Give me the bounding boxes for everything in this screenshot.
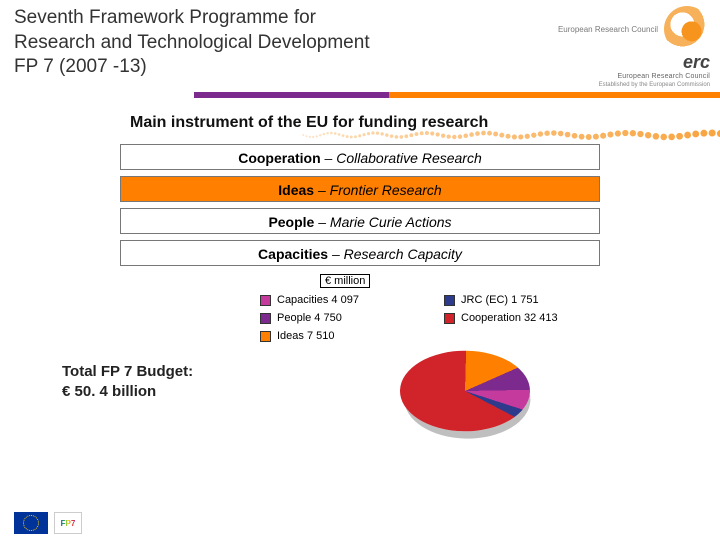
page-title-line3: FP 7 (2007 -13) bbox=[14, 55, 540, 80]
legend-label: JRC (EC) 1 751 bbox=[461, 294, 539, 306]
programme-box: People – Marie Curie Actions bbox=[120, 208, 600, 234]
programme-name: Cooperation bbox=[238, 150, 320, 166]
legend-item: Cooperation 32 413 bbox=[444, 312, 614, 324]
budget-line1: Total FP 7 Budget: bbox=[62, 362, 232, 382]
eu-flag-icon bbox=[14, 512, 48, 534]
divider-bar bbox=[0, 92, 720, 98]
programme-list: Cooperation – Collaborative Research Idea… bbox=[60, 144, 660, 266]
legend-swatch-icon bbox=[260, 331, 271, 342]
programme-desc: – Research Capacity bbox=[328, 246, 462, 262]
programme-box: Ideas – Frontier Research bbox=[120, 176, 600, 202]
programme-desc: – Marie Curie Actions bbox=[314, 214, 451, 230]
legend-item: JRC (EC) 1 751 bbox=[444, 294, 614, 306]
footer-logos: FP7 bbox=[14, 512, 82, 534]
fp7-logo-text: FP7 bbox=[61, 519, 76, 528]
budget-summary: Total FP 7 Budget: € 50. 4 billion bbox=[62, 362, 232, 403]
legend-label: Ideas 7 510 bbox=[277, 330, 335, 342]
legend-swatch-icon bbox=[260, 295, 271, 306]
legend-swatch-icon bbox=[444, 295, 455, 306]
erc-swirl-icon bbox=[664, 6, 710, 52]
legend-item: Capacities 4 097 bbox=[260, 294, 430, 306]
legend-swatch-icon bbox=[444, 313, 455, 324]
pie-chart bbox=[360, 332, 560, 462]
erc-logo-block: European Research Council erc European R… bbox=[540, 6, 710, 88]
chart-unit-label: € million bbox=[320, 274, 370, 288]
programme-box: Capacities – Research Capacity bbox=[120, 240, 600, 266]
legend-item: People 4 750 bbox=[260, 312, 430, 324]
page-title-block: Seventh Framework Programme for Research… bbox=[14, 6, 540, 80]
instrument-headline: Main instrument of the EU for funding re… bbox=[130, 114, 660, 132]
fp7-logo-icon: FP7 bbox=[54, 512, 82, 534]
erc-subtitle: European Research Council bbox=[617, 73, 710, 80]
legend-label: People 4 750 bbox=[277, 312, 342, 324]
erc-tagline: Established by the European Commission bbox=[540, 82, 710, 88]
erc-label: European Research Council bbox=[558, 25, 658, 34]
legend-swatch-icon bbox=[260, 313, 271, 324]
programme-desc: – Frontier Research bbox=[314, 182, 442, 198]
legend-label: Capacities 4 097 bbox=[277, 294, 359, 306]
erc-acronym: erc bbox=[683, 52, 710, 73]
programme-name: Capacities bbox=[258, 246, 328, 262]
page-title-line1: Seventh Framework Programme for bbox=[14, 6, 540, 31]
page-title-line2: Research and Technological Development bbox=[14, 31, 540, 56]
legend-label: Cooperation 32 413 bbox=[461, 312, 558, 324]
programme-name: Ideas bbox=[278, 182, 314, 198]
programme-box: Cooperation – Collaborative Research bbox=[120, 144, 600, 170]
budget-line2: € 50. 4 billion bbox=[62, 382, 232, 402]
programme-name: People bbox=[268, 214, 314, 230]
programme-desc: – Collaborative Research bbox=[321, 150, 482, 166]
